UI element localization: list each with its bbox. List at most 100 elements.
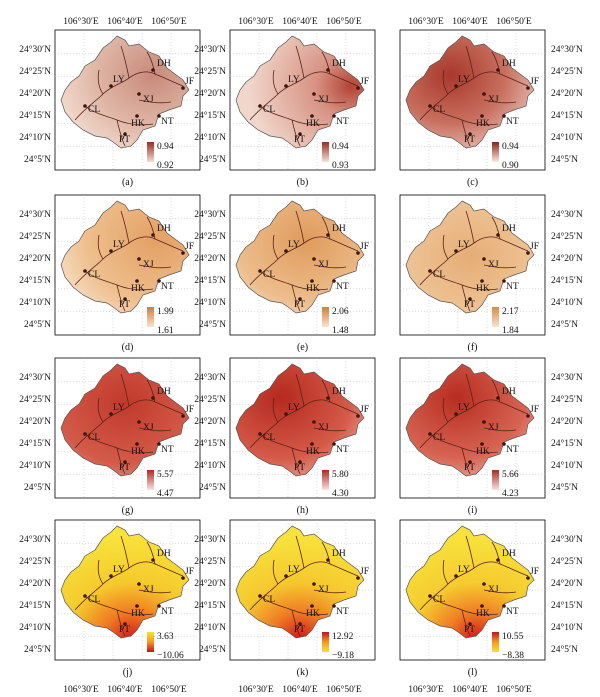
- station-label-nt: NT: [506, 117, 519, 127]
- y-tick-label: 24°20′N: [19, 253, 51, 264]
- station-label-xj: XJ: [488, 585, 499, 595]
- y-tick-label: 24°20′N: [551, 578, 583, 589]
- legend-min-label: 4.23: [502, 489, 519, 499]
- y-tick-label: 24°10′N: [19, 460, 51, 471]
- y-tick-label: 24°20′N: [19, 578, 51, 589]
- station-label-jf: JF: [185, 567, 194, 577]
- station-label-ly: LY: [113, 403, 125, 413]
- station-dot-dh: [496, 233, 500, 237]
- station-dot-nt: [332, 442, 336, 446]
- y-tick-label: 24°25′N: [551, 66, 583, 77]
- station-dot-cl: [258, 269, 262, 273]
- station-label-dh: DH: [332, 59, 346, 69]
- station-label-nt: NT: [161, 282, 174, 292]
- map-panel-4: LY DH XJ JF CL HK NT PT 1.99 1.61: [54, 194, 201, 336]
- y-tick-label: 24°15′N: [194, 110, 226, 121]
- map-panel-12: LY DH XJ JF CL HK NT PT 10.55 −8.38: [399, 519, 546, 661]
- y-tick-label: 24°15′N: [194, 600, 226, 611]
- station-label-xj: XJ: [143, 95, 154, 105]
- y-tick-label: 24°30′N: [194, 44, 226, 55]
- y-tick-label: 24°15′N: [19, 110, 51, 121]
- legend-min-label: −10.06: [157, 651, 184, 661]
- station-label-hk: HK: [131, 447, 145, 457]
- basin-area: [235, 525, 365, 639]
- y-tick-label: 24°30′N: [551, 44, 583, 55]
- station-label-jf: JF: [530, 405, 539, 415]
- station-label-pt: PT: [464, 300, 475, 310]
- basin-area: [235, 363, 365, 477]
- station-label-xj: XJ: [318, 585, 329, 595]
- basin-area: [60, 525, 190, 639]
- station-dot-ly: [454, 249, 458, 253]
- y-tick-label: 24°25′N: [19, 66, 51, 77]
- station-label-ly: LY: [458, 75, 470, 85]
- station-label-ly: LY: [288, 240, 300, 250]
- station-label-pt: PT: [464, 625, 475, 635]
- station-label-cl: CL: [263, 270, 275, 280]
- panel-caption: (k): [297, 667, 309, 678]
- station-label-dh: DH: [157, 387, 171, 397]
- y-tick-label: 24°30′N: [19, 534, 51, 545]
- station-dot-hk: [480, 279, 484, 283]
- station-dot-dh: [326, 233, 330, 237]
- station-dot-nt: [332, 604, 336, 608]
- station-dot-cl: [83, 432, 87, 436]
- station-dot-pt: [468, 622, 472, 626]
- panel-caption: (a): [122, 177, 133, 188]
- station-label-xj: XJ: [488, 260, 499, 270]
- y-tick-label: 24°10′N: [194, 132, 226, 143]
- legend-max-label: 0.94: [332, 142, 349, 152]
- station-label-pt: PT: [294, 625, 305, 635]
- station-label-cl: CL: [88, 270, 100, 280]
- x-tick-label: 106°50′E: [496, 16, 532, 27]
- station-label-cl: CL: [433, 433, 445, 443]
- map-panel-5: LY DH XJ JF CL HK NT PT 2.06 1.48: [229, 194, 376, 336]
- station-dot-ly: [109, 412, 113, 416]
- map-panel-1: LY DH XJ JF CL HK NT PT 0.94 0.92: [54, 29, 201, 171]
- y-tick-label: 24°20′N: [551, 253, 583, 264]
- station-label-nt: NT: [336, 282, 349, 292]
- station-label-ly: LY: [113, 240, 125, 250]
- station-label-hk: HK: [476, 609, 490, 619]
- y-tick-label: 24°15′N: [551, 600, 583, 611]
- station-label-cl: CL: [88, 595, 100, 605]
- station-dot-nt: [157, 279, 161, 283]
- y-tick-label: 24°5′N: [199, 154, 226, 165]
- y-tick-label: 24°20′N: [194, 416, 226, 427]
- station-label-xj: XJ: [318, 423, 329, 433]
- station-label-dh: DH: [157, 224, 171, 234]
- panel-caption: (g): [122, 505, 134, 516]
- y-tick-label: 24°5′N: [551, 319, 578, 330]
- station-dot-cl: [83, 104, 87, 108]
- station-dot-jf: [356, 414, 360, 418]
- x-tick-label: 106°40′E: [107, 16, 143, 27]
- station-label-cl: CL: [88, 105, 100, 115]
- basin-area: [405, 525, 535, 639]
- station-label-hk: HK: [476, 119, 490, 129]
- legend-min-label: 1.84: [502, 326, 519, 336]
- x-tick-label: 106°30′E: [408, 684, 444, 695]
- y-tick-label: 24°30′N: [19, 372, 51, 383]
- station-label-cl: CL: [433, 270, 445, 280]
- x-tick-label: 106°40′E: [282, 16, 318, 27]
- station-label-ly: LY: [458, 565, 470, 575]
- station-label-hk: HK: [306, 447, 320, 457]
- station-label-xj: XJ: [143, 585, 154, 595]
- station-dot-ly: [284, 574, 288, 578]
- panel-caption: (i): [468, 505, 477, 516]
- y-tick-label: 24°5′N: [199, 319, 226, 330]
- legend-min-label: 4.30: [332, 489, 349, 499]
- y-tick-label: 24°20′N: [551, 88, 583, 99]
- station-label-jf: JF: [530, 77, 539, 87]
- station-dot-ly: [454, 574, 458, 578]
- y-tick-label: 24°10′N: [551, 460, 583, 471]
- y-tick-label: 24°15′N: [19, 600, 51, 611]
- station-label-ly: LY: [288, 75, 300, 85]
- station-label-dh: DH: [157, 549, 171, 559]
- station-label-cl: CL: [88, 433, 100, 443]
- basin-area: [60, 363, 190, 477]
- station-label-dh: DH: [502, 549, 516, 559]
- station-label-xj: XJ: [318, 260, 329, 270]
- legend-min-label: 0.92: [157, 161, 174, 171]
